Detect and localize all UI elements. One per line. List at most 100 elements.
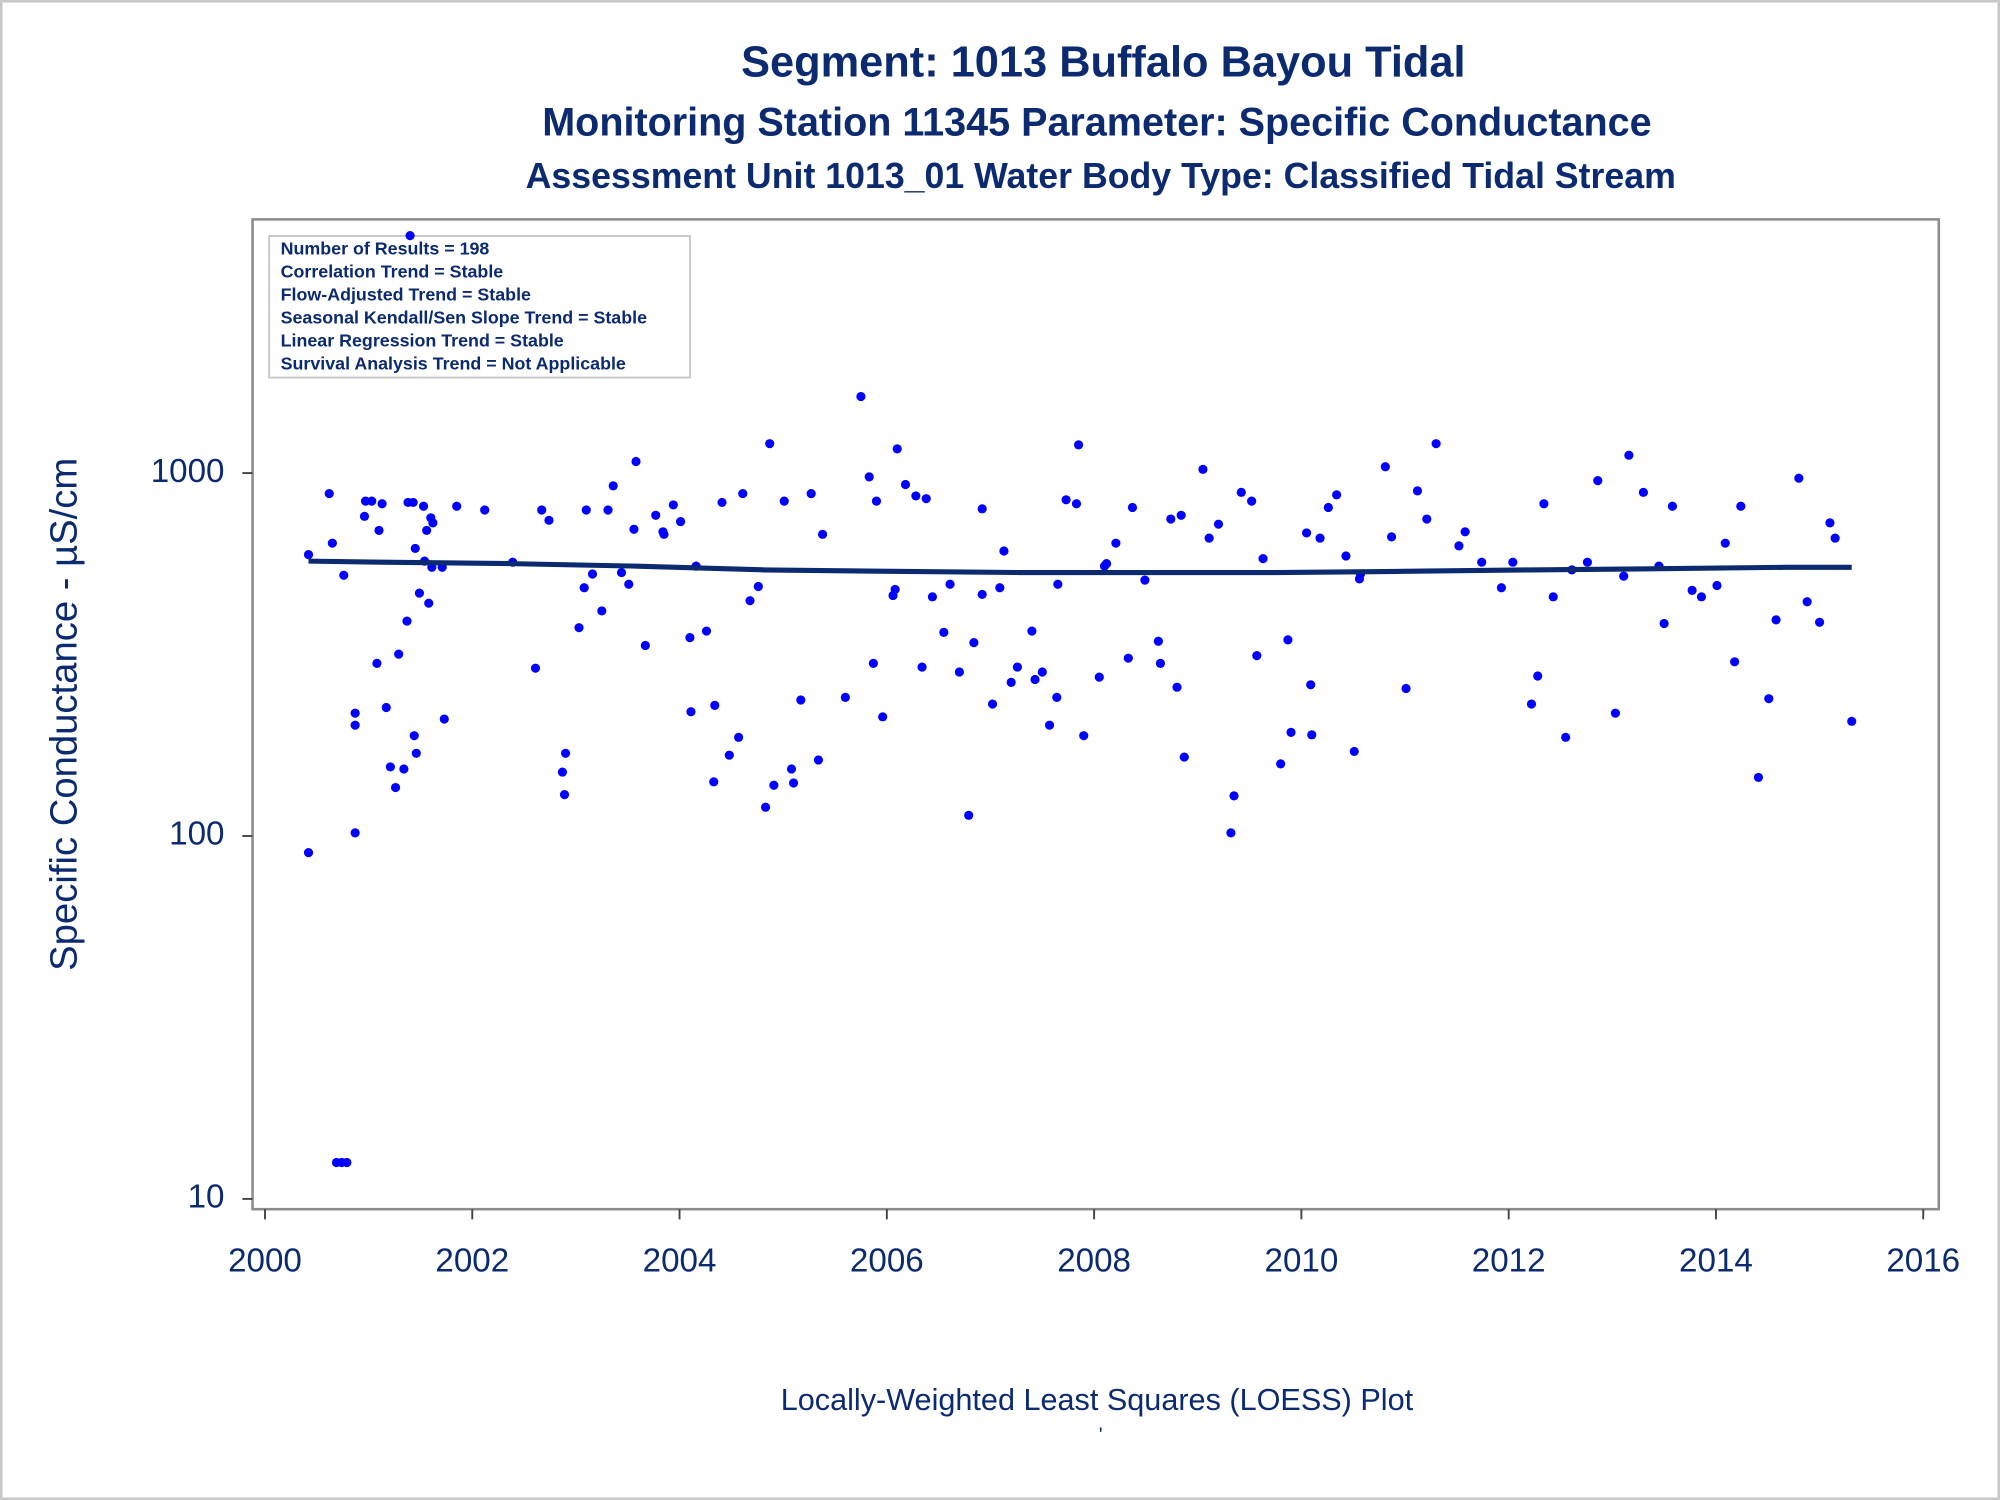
data-point bbox=[806, 488, 816, 499]
y-tick-label: 100 bbox=[169, 816, 224, 853]
data-point bbox=[995, 583, 1005, 593]
data-point bbox=[1847, 716, 1857, 726]
data-point bbox=[1226, 828, 1236, 838]
data-point bbox=[1053, 579, 1063, 589]
data-point bbox=[856, 391, 866, 402]
data-point bbox=[367, 496, 377, 506]
data-point bbox=[1037, 667, 1047, 677]
data-point bbox=[1533, 671, 1543, 681]
data-point bbox=[796, 695, 806, 705]
chart-subtitle: Assessment Unit 1013_01 Water Body Type:… bbox=[526, 156, 1676, 196]
data-point bbox=[977, 589, 987, 600]
data-point bbox=[1753, 772, 1764, 783]
x-tick-label: 2006 bbox=[850, 1243, 924, 1280]
data-point bbox=[557, 767, 568, 777]
data-point bbox=[1306, 680, 1316, 690]
data-point bbox=[1764, 694, 1774, 704]
data-point bbox=[1386, 532, 1397, 542]
data-point bbox=[1593, 476, 1603, 486]
data-point bbox=[1179, 752, 1189, 762]
data-point bbox=[1030, 674, 1040, 685]
data-point bbox=[560, 748, 571, 758]
data-point bbox=[717, 497, 727, 508]
data-point bbox=[1307, 730, 1317, 740]
data-point bbox=[530, 663, 541, 673]
data-point bbox=[597, 606, 607, 616]
stats-line: Seasonal Kendall/Sen Slope Trend = Stabl… bbox=[281, 308, 647, 328]
data-point bbox=[480, 505, 490, 515]
data-point bbox=[1687, 585, 1697, 595]
data-point bbox=[1582, 557, 1593, 567]
data-point bbox=[1561, 732, 1571, 742]
data-point bbox=[786, 764, 797, 774]
data-point bbox=[1204, 533, 1214, 543]
data-point bbox=[399, 764, 409, 774]
data-point bbox=[1166, 514, 1176, 524]
x-tick-label: 2004 bbox=[643, 1243, 717, 1280]
data-point bbox=[350, 828, 360, 838]
data-point bbox=[350, 708, 360, 718]
data-point bbox=[428, 518, 438, 528]
data-point bbox=[1696, 592, 1707, 602]
data-point bbox=[1380, 462, 1390, 472]
data-point bbox=[927, 592, 938, 602]
data-point bbox=[686, 707, 696, 717]
data-point bbox=[1825, 518, 1835, 528]
data-point bbox=[1247, 496, 1257, 506]
data-point bbox=[424, 598, 434, 608]
data-point bbox=[559, 790, 570, 800]
data-point bbox=[350, 720, 360, 730]
stats-line: Correlation Trend = Stable bbox=[281, 262, 504, 282]
data-point bbox=[911, 491, 921, 501]
data-point bbox=[1198, 464, 1208, 474]
data-point bbox=[1332, 490, 1342, 500]
data-point bbox=[324, 488, 334, 499]
stats-line: Flow-Adjusted Trend = Stable bbox=[281, 285, 531, 305]
data-point bbox=[1638, 487, 1648, 497]
data-point bbox=[1401, 683, 1411, 694]
data-point bbox=[1236, 487, 1246, 497]
x-tick-label: 2010 bbox=[1265, 1243, 1339, 1280]
data-point bbox=[439, 714, 449, 724]
data-point bbox=[1736, 501, 1746, 511]
data-point bbox=[1252, 651, 1262, 661]
data-point bbox=[640, 640, 650, 651]
x-tick-label: 2008 bbox=[1057, 1243, 1131, 1280]
x-tick-label: 2012 bbox=[1472, 1243, 1546, 1280]
data-point bbox=[579, 583, 589, 593]
data-point bbox=[954, 667, 964, 677]
data-point bbox=[1349, 746, 1359, 757]
data-point bbox=[411, 748, 421, 758]
data-point bbox=[402, 616, 412, 626]
data-point bbox=[753, 581, 763, 592]
data-point bbox=[1079, 731, 1089, 741]
y-axis-label: Specific Conductance - µS/cm bbox=[42, 458, 85, 971]
data-point bbox=[1111, 538, 1121, 548]
data-point bbox=[390, 782, 401, 793]
data-point bbox=[1027, 626, 1037, 636]
y-tick-label: 10 bbox=[188, 1179, 225, 1216]
data-point bbox=[422, 525, 432, 536]
chart-subtitle: Monitoring Station 11345 Parameter: Spec… bbox=[542, 100, 1651, 144]
data-point bbox=[864, 472, 874, 482]
stats-line: Number of Results = 198 bbox=[281, 239, 490, 259]
data-point bbox=[779, 496, 789, 506]
data-point bbox=[1052, 692, 1062, 702]
data-point bbox=[701, 626, 712, 636]
x-tick-label: 2016 bbox=[1886, 1243, 1960, 1280]
data-point bbox=[788, 778, 799, 788]
data-point bbox=[303, 550, 314, 560]
data-point bbox=[890, 584, 900, 595]
data-point bbox=[581, 505, 591, 515]
y-tick-label: 1000 bbox=[151, 453, 225, 490]
data-point bbox=[1061, 495, 1071, 505]
data-point bbox=[1155, 658, 1166, 668]
data-point bbox=[394, 649, 404, 659]
data-point bbox=[1094, 672, 1104, 682]
data-point bbox=[1526, 699, 1537, 709]
data-point bbox=[675, 517, 686, 527]
data-point bbox=[999, 546, 1009, 556]
data-point bbox=[651, 510, 661, 520]
data-point bbox=[987, 699, 998, 709]
